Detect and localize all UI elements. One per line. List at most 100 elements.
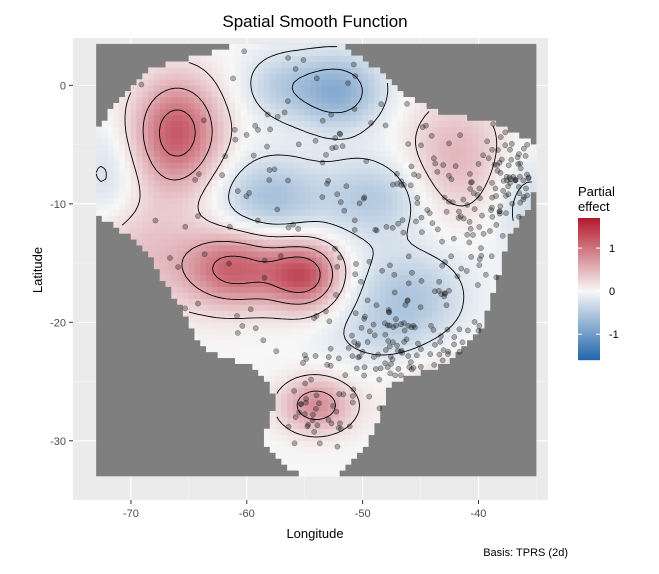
field-cell xyxy=(316,428,323,436)
field-cell xyxy=(188,256,195,264)
field-cell xyxy=(211,268,219,276)
field-cell xyxy=(119,138,126,145)
field-cell xyxy=(182,197,190,205)
field-cell xyxy=(391,197,398,205)
field-cell xyxy=(484,292,491,299)
field-cell xyxy=(148,150,155,157)
field-cell xyxy=(350,239,358,246)
field-cell xyxy=(333,286,340,293)
legend-swatch xyxy=(578,285,600,287)
contour-lines xyxy=(95,46,532,438)
field-cell xyxy=(524,168,531,175)
legend-swatch xyxy=(578,228,600,230)
field-cell xyxy=(356,339,363,347)
field-cell xyxy=(171,245,178,252)
field-cell xyxy=(397,179,404,187)
data-point xyxy=(285,423,292,430)
field-cell xyxy=(281,191,288,199)
field-cell xyxy=(333,67,340,74)
data-point xyxy=(219,172,225,178)
field-cell xyxy=(333,357,340,364)
field-cell xyxy=(171,227,178,234)
legend-swatch xyxy=(578,295,600,297)
field-cell xyxy=(252,233,259,240)
field-cell xyxy=(484,174,491,181)
field-cell xyxy=(321,470,329,477)
field-cell xyxy=(182,67,190,74)
contour-line xyxy=(291,68,363,114)
field-cell xyxy=(350,339,358,347)
field-cell xyxy=(165,102,172,110)
field-cell xyxy=(321,185,329,193)
legend-swatch xyxy=(578,301,600,303)
field-cell xyxy=(223,322,230,329)
field-cell xyxy=(223,339,230,347)
field-cell xyxy=(374,339,381,347)
legend-swatch xyxy=(578,255,600,257)
field-cell xyxy=(321,179,329,187)
field-cell xyxy=(200,91,207,98)
field-cell xyxy=(379,185,387,193)
field-cell xyxy=(107,132,114,139)
field-cell xyxy=(229,156,236,163)
field-cell xyxy=(269,43,276,51)
field-cell xyxy=(408,138,415,145)
field-cell xyxy=(211,274,219,282)
field-cell xyxy=(182,233,190,240)
field-cell xyxy=(443,221,450,228)
field-cell xyxy=(101,191,108,199)
legend-ticks: 10-1 xyxy=(578,243,619,341)
field-cell xyxy=(356,185,363,193)
field-cell xyxy=(211,174,219,181)
field-cell xyxy=(327,339,334,347)
field-cell xyxy=(327,375,334,382)
field-cell xyxy=(182,280,190,287)
field-cell xyxy=(420,168,427,175)
legend-swatch xyxy=(578,237,600,239)
field-cell xyxy=(530,156,537,163)
field-cell xyxy=(206,310,213,317)
field-cell xyxy=(287,322,294,329)
field-cell xyxy=(460,168,468,175)
legend-title-line2: effect xyxy=(578,199,610,214)
field-cell xyxy=(275,114,282,122)
field-cell xyxy=(310,399,317,406)
field-cell xyxy=(119,132,126,139)
field-cell xyxy=(258,197,265,205)
field-cell xyxy=(414,239,421,246)
field-cell xyxy=(229,274,236,282)
field-cell xyxy=(287,381,294,388)
data-point xyxy=(407,182,414,189)
field-cell xyxy=(281,304,288,311)
legend-swatch xyxy=(578,238,600,240)
field-cell xyxy=(408,150,415,157)
field-cell xyxy=(287,245,294,252)
field-cell xyxy=(420,316,427,323)
field-cell xyxy=(153,120,161,128)
field-cell xyxy=(379,245,387,252)
field-cell xyxy=(397,375,404,382)
field-cell xyxy=(113,150,120,157)
field-cell xyxy=(95,168,103,175)
field-cell xyxy=(420,310,427,317)
field-cell xyxy=(385,239,392,246)
field-cell xyxy=(304,280,311,287)
field-cell xyxy=(165,61,172,68)
field-cell xyxy=(327,67,334,74)
field-cell xyxy=(217,156,224,163)
field-cell xyxy=(350,440,358,447)
field-cell xyxy=(316,197,323,205)
field-cell xyxy=(408,316,415,323)
field-cell xyxy=(385,280,392,287)
field-cell xyxy=(130,168,137,175)
field-cell xyxy=(281,197,288,205)
field-cell xyxy=(368,174,375,181)
field-cell xyxy=(339,292,346,299)
field-cell xyxy=(263,328,271,335)
field-cell xyxy=(275,333,282,341)
data-point xyxy=(409,269,415,276)
field-cell xyxy=(321,73,329,80)
field-cell xyxy=(397,162,404,169)
data-point xyxy=(413,352,420,359)
field-cell xyxy=(310,97,317,104)
